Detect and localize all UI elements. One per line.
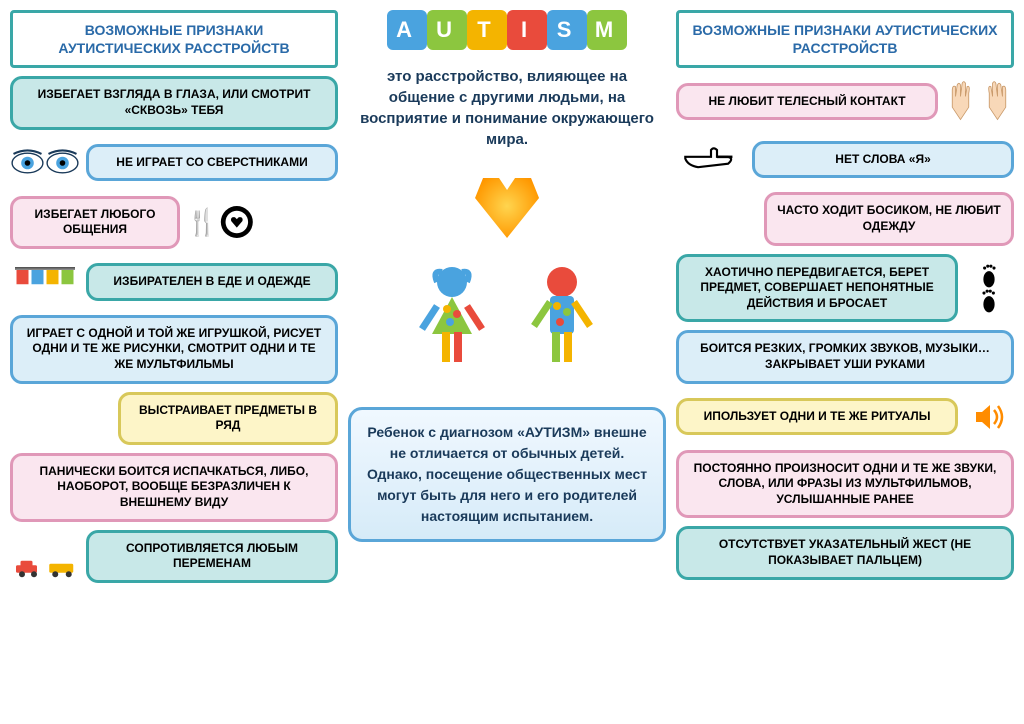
puzzle-letter: I <box>507 10 547 50</box>
right-sign-0: НЕ ЛЮБИТ ТЕЛЕСНЫЙ КОНТАКТ <box>676 83 938 121</box>
puzzle-letter: U <box>427 10 467 50</box>
eyes-icon <box>10 138 80 188</box>
puzzle-children <box>412 264 602 389</box>
right-sign-2: ЧАСТО ХОДИТ БОСИКОМ, НЕ ЛЮБИТ ОДЕЖДУ <box>764 192 1014 245</box>
right-sign-4: БОИТСЯ РЕЗКИХ, ГРОМКИХ ЗВУКОВ, МУЗЫКИ… З… <box>676 330 1014 383</box>
left-sign-2: ИЗБЕГАЕТ ЛЮБОГО ОБЩЕНИЯ <box>10 196 180 249</box>
puzzle-letter: S <box>547 10 587 50</box>
right-sign-6: ПОСТОЯННО ПРОИЗНОСИТ ОДНИ И ТЕ ЖЕ ЗВУКИ,… <box>676 450 1014 519</box>
left-header: ВОЗМОЖНЫЕ ПРИЗНАКИ АУТИСТИЧЕСКИХ РАССТРО… <box>10 10 338 68</box>
feet-icon <box>964 263 1014 313</box>
left-sign-4: ИГРАЕТ С ОДНОЙ И ТОЙ ЖЕ ИГРУШКОЙ, РИСУЕТ… <box>10 315 338 384</box>
left-sign-6: ПАНИЧЕСКИ БОИТСЯ ИСПАЧКАТЬСЯ, ЛИБО, НАОБ… <box>10 453 338 522</box>
left-row-eyes: НЕ ИГРАЕТ СО СВЕРСТНИКАМИ <box>10 138 338 188</box>
right-row-hands: НЕ ЛЮБИТ ТЕЛЕСНЫЙ КОНТАКТ <box>676 76 1014 126</box>
puzzle-child-girl <box>412 264 492 389</box>
clothes-icon <box>10 257 80 307</box>
right-sign-1: НЕТ СЛОВА «Я» <box>752 141 1014 179</box>
hands-icon <box>944 76 1014 126</box>
cars-icon <box>10 531 80 581</box>
left-row-cars: СОПРОТИВЛЯЕТСЯ ЛЮБЫМ ПЕРЕМЕНАМ <box>10 530 338 583</box>
left-sign-1: НЕ ИГРАЕТ СО СВЕРСТНИКАМИ <box>86 144 338 182</box>
puzzle-child-boy <box>522 264 602 389</box>
left-column: ВОЗМОЖНЫЕ ПРИЗНАКИ АУТИСТИЧЕСКИХ РАССТРО… <box>10 10 338 714</box>
right-row-speaker: ИПОЛЬЗУЕТ ОДНИ И ТЕ ЖЕ РИТУАЛЫ <box>676 392 1014 442</box>
left-sign-0: ИЗБЕГАЕТ ВЗГЛЯДА В ГЛАЗА, ИЛИ СМОТРИТ «С… <box>10 76 338 129</box>
left-sign-7: СОПРОТИВЛЯЕТСЯ ЛЮБЫМ ПЕРЕМЕНАМ <box>86 530 338 583</box>
puzzle-letter: A <box>387 10 427 50</box>
right-column: ВОЗМОЖНЫЕ ПРИЗНАКИ АУТИСТИЧЕСКИХ РАССТРО… <box>676 10 1014 714</box>
puzzle-letter: M <box>587 10 627 50</box>
plate-heart-icon: 🍴 <box>186 197 256 247</box>
center-description: это расстройство, влияющее на общение с … <box>348 62 666 154</box>
right-sign-3: ХАОТИЧНО ПЕРЕДВИГАЕТСЯ, БЕРЕТ ПРЕДМЕТ, С… <box>676 254 958 323</box>
pointing-hand-icon <box>676 134 746 184</box>
right-row-point: НЕТ СЛОВА «Я» <box>676 134 1014 184</box>
speaker-icon <box>964 392 1014 442</box>
right-row-feet: ХАОТИЧНО ПЕРЕДВИГАЕТСЯ, БЕРЕТ ПРЕДМЕТ, С… <box>676 254 1014 323</box>
center-column: A U T I S M это расстройство, влияющее н… <box>348 10 666 714</box>
puzzle-letter: T <box>467 10 507 50</box>
center-bottom-box: Ребенок с диагнозом «АУТИЗМ» внешне не о… <box>348 407 666 542</box>
left-sign-3: ИЗБИРАТЕЛЕН В ЕДЕ И ОДЕЖДЕ <box>86 263 338 301</box>
title-puzzle: A U T I S M <box>387 10 627 50</box>
right-sign-7: ОТСУТСТВУЕТ УКАЗАТЕЛЬНЫЙ ЖЕСТ (НЕ ПОКАЗЫ… <box>676 526 1014 579</box>
left-sign-5: ВЫСТРАИВАЕТ ПРЕДМЕТЫ В РЯД <box>118 392 338 445</box>
heart-icon <box>467 166 547 246</box>
left-row-clothes: ИЗБИРАТЕЛЕН В ЕДЕ И ОДЕЖДЕ <box>10 257 338 307</box>
left-row-plate: ИЗБЕГАЕТ ЛЮБОГО ОБЩЕНИЯ 🍴 <box>10 196 338 249</box>
right-header: ВОЗМОЖНЫЕ ПРИЗНАКИ АУТИСТИЧЕСКИХ РАССТРО… <box>676 10 1014 68</box>
right-sign-5: ИПОЛЬЗУЕТ ОДНИ И ТЕ ЖЕ РИТУАЛЫ <box>676 398 958 436</box>
